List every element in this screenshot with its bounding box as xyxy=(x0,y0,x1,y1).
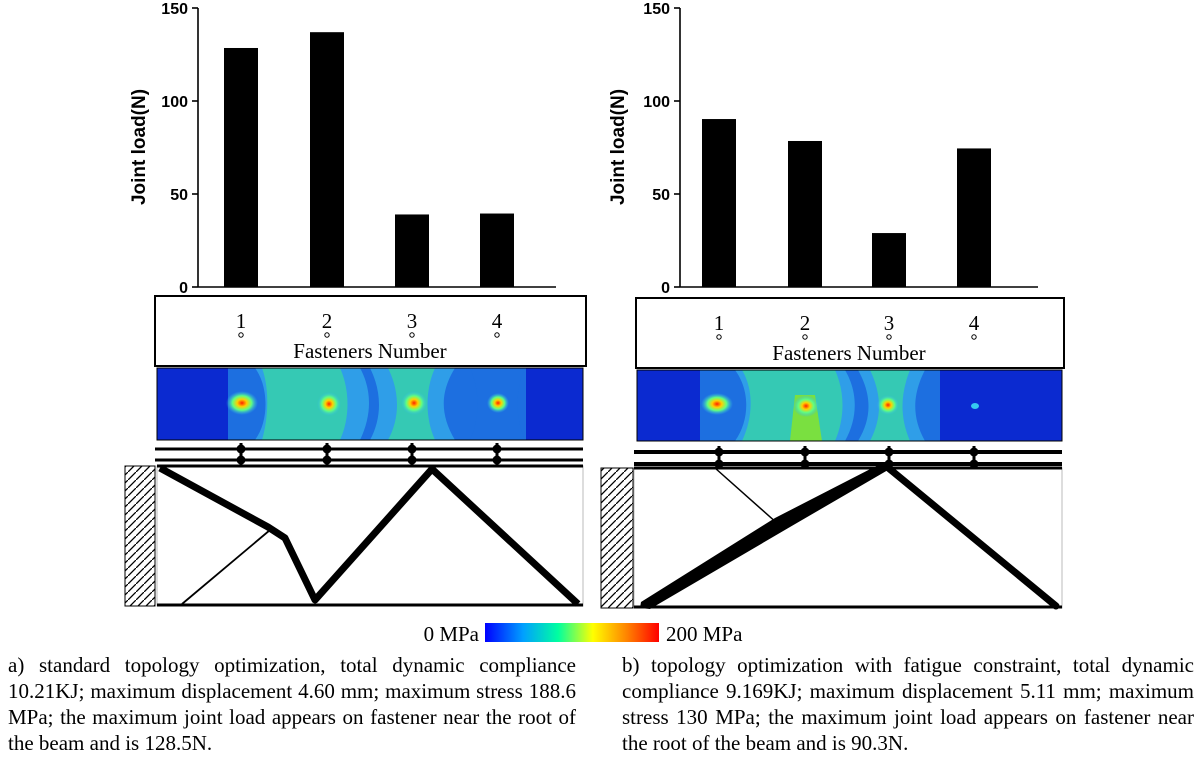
caption-b: b) topology optimization with fatigue co… xyxy=(622,653,1194,755)
fastener-a-2 xyxy=(322,443,332,466)
topology-b xyxy=(600,462,1063,610)
beam-joint-a xyxy=(155,443,583,466)
y-axis-label-a: Joint load(N) xyxy=(129,89,150,205)
fastener-dot-a-1 xyxy=(238,332,244,338)
y-tick-label-a: 100 xyxy=(161,94,188,111)
bar-chart-a: 0 50 100 150 Joint load(N) xyxy=(129,1,556,297)
panel-b: 0 50 100 150 Joint load(N) 1 2 3 4 Fasteners N… xyxy=(600,1,1065,610)
bar-a-1 xyxy=(224,47,258,287)
x-axis-label-a: Fasteners Number xyxy=(293,339,446,363)
fastener-number-b-4: 4 xyxy=(969,311,980,335)
stress-field-a xyxy=(156,367,584,441)
stress-field-b xyxy=(636,369,1063,442)
fastener-number-a-1: 1 xyxy=(236,309,247,333)
fastener-dot-b-2 xyxy=(802,334,808,340)
fastener-number-a-2: 2 xyxy=(322,309,333,333)
bar-b-4 xyxy=(957,148,991,287)
fastener-a-3 xyxy=(407,443,417,466)
fastener-number-b-1: 1 xyxy=(714,311,725,335)
fastener-a-4 xyxy=(492,443,502,466)
colorbar-max-label: 200 MPa xyxy=(666,622,743,645)
fastener-label-box-b xyxy=(635,297,1065,369)
fastener-number-b-3: 3 xyxy=(884,311,895,335)
y-tick-label-b: 150 xyxy=(643,1,670,18)
fastener-dot-b-1 xyxy=(716,334,722,340)
fastener-dot-b-4 xyxy=(971,334,977,340)
topology-a xyxy=(124,464,584,607)
fastener-number-a-3: 3 xyxy=(407,309,418,333)
y-tick-label-a: 0 xyxy=(179,280,188,297)
y-axis-label-b: Joint load(N) xyxy=(608,89,629,205)
y-tick-label-a: 150 xyxy=(161,1,188,18)
colorbar-min-label: 0 MPa xyxy=(424,622,480,645)
bar-b-2 xyxy=(788,140,822,287)
fastener-number-b-2: 2 xyxy=(800,311,811,335)
fastener-dot-b-3 xyxy=(886,334,892,340)
colorbar-gradient xyxy=(485,623,659,642)
bar-b-1 xyxy=(702,119,736,288)
fastener-numbers-a: 1 2 3 4 xyxy=(236,309,503,338)
fastener-numbers-b: 1 2 3 4 xyxy=(714,311,980,340)
fastener-dot-a-3 xyxy=(409,332,415,338)
beam-joint-b xyxy=(634,446,1062,470)
bar-a-3 xyxy=(395,214,429,287)
colorbar: 0 MPa 200 MPa xyxy=(424,622,744,645)
fastener-b-2 xyxy=(800,446,810,470)
fastener-label-box-a xyxy=(154,295,587,367)
y-tick-label-a: 50 xyxy=(170,187,188,204)
y-tick-label-b: 100 xyxy=(643,94,670,111)
fastener-dot-a-2 xyxy=(324,332,330,338)
bar-a-2 xyxy=(310,32,344,288)
y-tick-label-b: 50 xyxy=(652,187,670,204)
fastener-dot-a-4 xyxy=(494,332,500,338)
fastener-b-4 xyxy=(969,446,979,470)
panel-a: 0 50 100 150 Joint load(N) 1 2 3 4 Fasteners N… xyxy=(124,1,587,607)
caption-a: a) standard topology optimization, total… xyxy=(8,653,576,755)
bar-chart-b: 0 50 100 150 Joint load(N) xyxy=(608,1,1038,297)
fastener-b-1 xyxy=(714,446,724,470)
x-axis-label-b: Fasteners Number xyxy=(772,341,925,365)
fastener-number-a-4: 4 xyxy=(492,309,503,333)
bar-a-4 xyxy=(480,213,514,287)
bar-b-3 xyxy=(872,233,906,287)
fastener-a-1 xyxy=(236,443,246,466)
y-tick-label-b: 0 xyxy=(661,280,670,297)
